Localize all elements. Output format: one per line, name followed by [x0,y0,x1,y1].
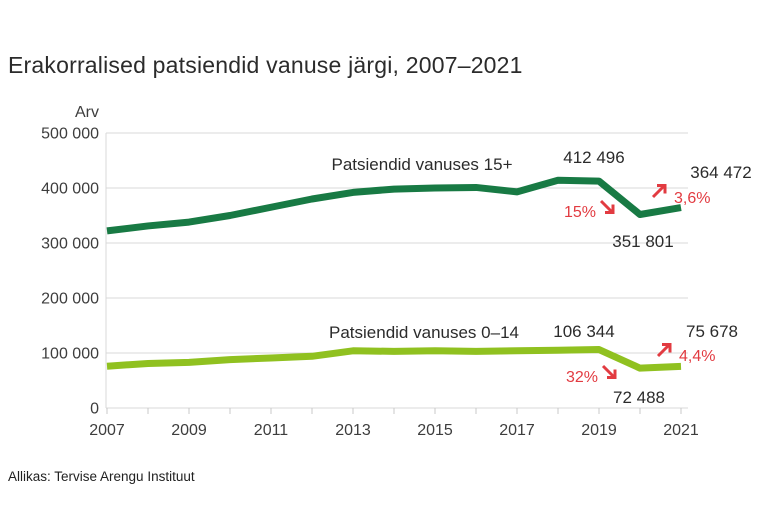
y-axis-labels: 500 000 400 000 300 000 200 000 100 000 0 [41,126,99,418]
y-tick-label: 300 000 [41,236,99,253]
arrow-shaft [656,344,670,358]
arrow-shaft [651,185,665,199]
point-label: 75 678 [686,322,738,341]
x-axis-labels: 2007 2009 2011 2013 2015 2017 2019 2021 [89,422,699,439]
point-label: 412 496 [563,148,624,167]
y-tick-label: 200 000 [41,291,99,308]
trend-down-arrow-icon [601,364,617,379]
x-tick-label: 2009 [171,422,207,439]
x-tick-label: 2021 [663,422,699,439]
x-axis-ticks [106,408,682,414]
chart-title: Erakorralised patsiendid vanuse järgi, 2… [8,52,523,78]
annotation-percent: 4,4% [679,348,715,365]
annotation-percent: 32% [566,369,598,386]
series-line-15plus [106,176,682,235]
arrow-head [662,343,672,353]
x-tick-label: 2013 [335,422,371,439]
x-tick-label: 2011 [254,422,289,439]
trend-up-arrow-icon [651,184,667,199]
point-labels: 412 496 364 472 351 801 106 344 75 678 72 488 [553,148,751,407]
trend-down-arrow-icon [599,199,615,214]
gridlines [105,132,688,409]
x-tick-label: 2007 [89,422,125,439]
arrow-shaft [601,364,615,378]
x-tick-label: 2017 [499,422,535,439]
trend-up-arrow-icon [656,343,672,358]
point-label: 351 801 [612,232,673,251]
arrow-shaft [599,199,613,213]
series-label: Patsiendid vanuses 15+ [332,155,513,174]
arrow-head [657,184,667,194]
arrow-head [607,369,617,379]
x-tick-label: 2015 [417,422,453,439]
series-line-0-14 [106,346,682,372]
point-label: 364 472 [690,163,751,182]
series-label: Patsiendid vanuses 0–14 [329,323,519,342]
y-tick-label: 500 000 [41,126,99,143]
point-label: 72 488 [613,388,665,407]
point-label: 106 344 [553,322,614,341]
y-tick-label: 100 000 [41,346,99,363]
y-tick-label: 0 [90,401,99,418]
x-tick-label: 2019 [581,422,617,439]
annotation-percent: 3,6% [674,190,710,207]
annotations: 15% 3,6% 32% 4,4% [564,184,715,386]
y-axis-title: Arv [75,104,99,121]
y-tick-label: 400 000 [41,181,99,198]
source-note: Allikas: Tervise Arengu Instituut [8,469,195,484]
arrow-head [605,204,615,214]
annotation-percent: 15% [564,204,596,221]
